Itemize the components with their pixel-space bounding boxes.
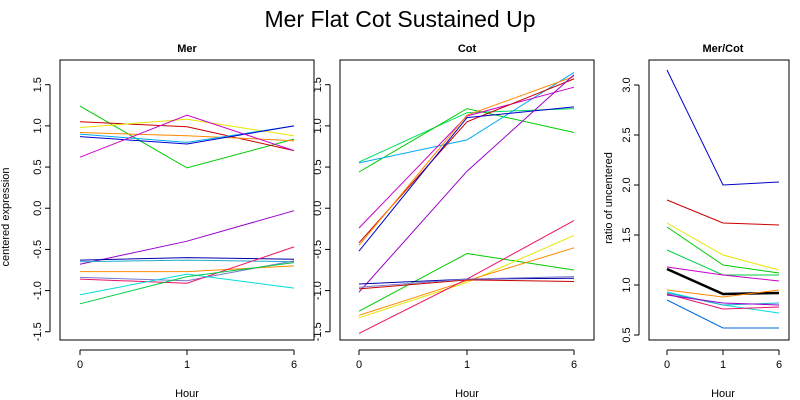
series-line (666, 292, 780, 306)
x-tick-label: 6 (291, 359, 297, 371)
series-line (79, 114, 295, 158)
x-tick-label: 1 (464, 359, 470, 371)
x-axis-label: Hour (175, 388, 199, 400)
y-axis-label: centered expression (0, 167, 12, 266)
series-line (79, 121, 295, 152)
series-line (666, 226, 780, 274)
y-tick-label: 0.5 (312, 159, 324, 174)
y-tick-label: 1.5 (312, 77, 324, 92)
series-line (79, 273, 295, 296)
x-tick-label: 6 (776, 359, 782, 371)
series-line (666, 267, 780, 296)
series-line (666, 222, 780, 271)
series-line (79, 262, 295, 305)
series-line (358, 76, 575, 246)
series-line (358, 234, 575, 319)
y-tick-label: 1.0 (621, 277, 633, 292)
series-line (358, 86, 575, 229)
series-line (358, 74, 575, 293)
x-tick-label: 0 (356, 359, 362, 371)
y-tick-label: 1.5 (621, 227, 633, 242)
series-line (79, 246, 295, 284)
y-axis-label: ratio of uncentered (603, 152, 615, 244)
y-tick-label: 2.0 (621, 177, 633, 192)
y-tick-label: -0.5 (32, 240, 44, 259)
y-tick-label: -1.0 (32, 281, 44, 300)
x-tick-label: 1 (720, 359, 726, 371)
series-line (79, 210, 295, 265)
x-axis-label: Hour (455, 388, 479, 400)
series-line (358, 108, 575, 173)
x-axis-label: Hour (711, 388, 735, 400)
y-tick-label: 0.5 (32, 159, 44, 174)
x-tick-label: 0 (77, 359, 83, 371)
y-tick-label: 1.0 (312, 118, 324, 133)
series-line (666, 299, 779, 329)
series-line (666, 293, 780, 310)
series-line (666, 266, 780, 282)
series-line (358, 247, 575, 316)
series-line (79, 125, 295, 143)
series-line (358, 279, 575, 290)
y-tick-label: 0.5 (621, 327, 633, 342)
panel-cot: Cot Hour 0 1 6 -1.5 -1.0 -0.5 0.0 0.5 1.0 1.5 (312, 43, 595, 400)
y-tick-label: 1.5 (32, 77, 44, 92)
y-tick-label: 3.0 (621, 77, 633, 92)
panel-title: Mer/Cot (703, 43, 744, 55)
x-tick-label: 1 (184, 359, 190, 371)
series-line (79, 260, 295, 282)
series-line (79, 118, 295, 137)
panel-title: Cot (458, 43, 477, 55)
series-line (79, 259, 295, 263)
y-tick-label: -1.0 (312, 281, 324, 300)
series-line (666, 294, 780, 306)
x-tick-label: 0 (664, 359, 670, 371)
plot-frame (339, 59, 595, 341)
series-line (358, 252, 575, 312)
series-line (666, 69, 780, 186)
series-line (358, 276, 575, 288)
series-line (358, 71, 575, 164)
series-line (358, 106, 575, 252)
series-line (79, 105, 295, 169)
series-line (666, 199, 780, 226)
panel-mer: Mer Hour centered expression 0 1 6 -1.5 -1.0… (0, 43, 315, 400)
plot-frame (59, 59, 315, 341)
y-tick-label: -1.5 (312, 322, 324, 341)
series-line (666, 249, 779, 276)
y-tick-label: 1.0 (32, 118, 44, 133)
y-tick-label: -1.5 (32, 322, 44, 341)
series-line (666, 289, 780, 298)
x-tick-label: 6 (571, 359, 577, 371)
y-tick-label: 2.5 (621, 127, 633, 142)
y-tick-label: 0.0 (312, 201, 324, 216)
panel-title: Mer (177, 43, 197, 55)
plot-frame (648, 59, 790, 341)
series-line (79, 125, 295, 145)
panel-mer-cot: Mer/Cot Hour ratio of uncentered 0 1 6 0.5 1… (603, 43, 790, 400)
y-tick-label: -0.5 (312, 240, 324, 259)
main-title: Mer Flat Cot Sustained Up (264, 6, 535, 32)
y-tick-label: 0.0 (32, 201, 44, 216)
